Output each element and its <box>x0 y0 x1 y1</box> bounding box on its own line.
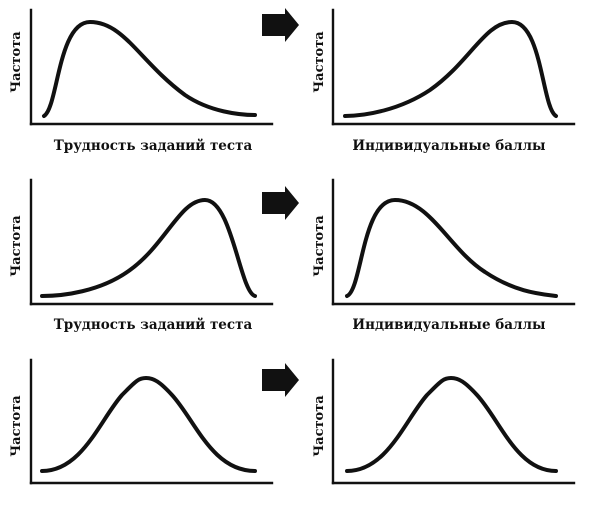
right-arrow-icon <box>262 363 299 397</box>
distribution-curve-left-skewed <box>343 20 558 118</box>
y-axis-label: Частота <box>312 395 327 457</box>
row-2-arrow <box>262 186 299 220</box>
row-3: Частота Частота <box>9 358 576 485</box>
row-3-arrow <box>262 363 299 397</box>
row-1-right-plot: Частота Индивидуальные баллы <box>312 8 576 154</box>
distribution-curve-left-skewed <box>40 198 257 298</box>
row-1-arrow <box>262 8 299 42</box>
row-2-left-plot: Частота Трудность заданий теста <box>9 178 274 333</box>
row-1-left-plot: Частота Трудность заданий теста <box>9 8 274 154</box>
y-axis-label: Частота <box>9 31 24 93</box>
row-3-left-plot: Частота <box>9 358 274 485</box>
right-arrow-icon <box>262 8 299 42</box>
distribution-curve-right-skewed <box>345 198 558 298</box>
row-3-right-plot: Частота <box>312 358 576 485</box>
row-2: Частота Трудность заданий теста Частота … <box>9 178 576 333</box>
distribution-curve-symmetric <box>40 376 257 473</box>
distribution-curve-symmetric <box>345 376 558 473</box>
y-axis-label: Частота <box>9 215 24 277</box>
x-axis-label: Индивидуальные баллы <box>352 138 546 154</box>
x-axis-label: Трудность заданий теста <box>54 138 253 154</box>
x-axis-label: Индивидуальные баллы <box>352 317 546 333</box>
distribution-curve-right-skewed <box>42 20 257 118</box>
right-arrow-icon <box>262 186 299 220</box>
row-1: Частота Трудность заданий теста Частота … <box>9 8 576 154</box>
y-axis-label: Частота <box>312 31 327 93</box>
row-2-right-plot: Частота Индивидуальные баллы <box>312 178 576 333</box>
y-axis-label: Частота <box>9 395 24 457</box>
y-axis-label: Частота <box>312 215 327 277</box>
x-axis-label: Трудность заданий теста <box>54 317 253 333</box>
